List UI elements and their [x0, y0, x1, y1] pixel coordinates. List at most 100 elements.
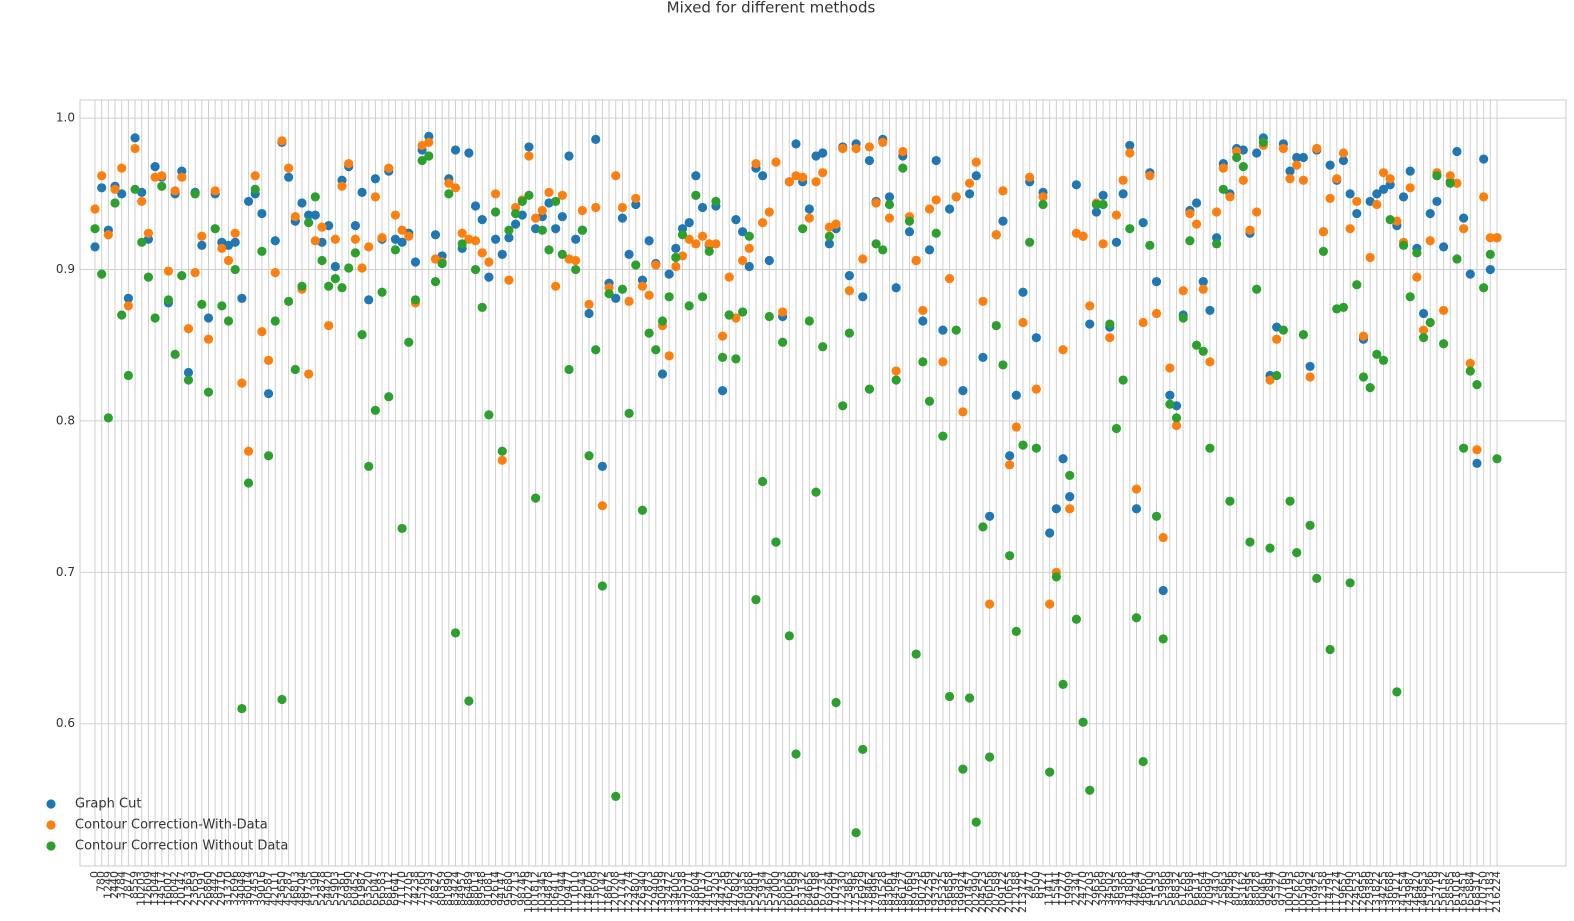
point	[324, 281, 334, 291]
point	[611, 293, 621, 303]
point	[924, 204, 935, 214]
point	[1025, 237, 1035, 247]
point	[964, 189, 975, 199]
point	[117, 163, 127, 173]
point	[430, 277, 441, 287]
point	[1472, 445, 1482, 455]
point	[1318, 227, 1329, 237]
point	[1378, 168, 1389, 178]
x-tick-label: 127873	[642, 871, 655, 913]
point	[350, 234, 360, 244]
point	[557, 211, 567, 222]
x-tick-label: 209122	[996, 871, 1009, 913]
x-tick-label: 141554	[1397, 871, 1410, 913]
x-tick-label: 216224	[1490, 871, 1503, 913]
x-tick-label: 45287	[282, 871, 295, 906]
point	[971, 157, 981, 167]
point	[1165, 363, 1175, 373]
point	[284, 296, 294, 306]
point	[1412, 272, 1422, 282]
point	[531, 493, 541, 503]
point	[591, 202, 601, 213]
point	[818, 342, 828, 352]
point	[1118, 189, 1128, 199]
x-tick-label: 186127	[896, 871, 909, 913]
x-tick-label: 68564	[1196, 871, 1209, 906]
x-tick-label: 190726	[916, 871, 929, 913]
point	[1098, 239, 1108, 249]
point	[1065, 470, 1075, 481]
x-tick-label: 129389	[1363, 871, 1376, 913]
x-tick-label: 134005	[669, 871, 682, 913]
point	[510, 219, 521, 229]
point	[230, 237, 240, 247]
point	[1385, 174, 1395, 184]
point	[1332, 174, 1342, 184]
point	[557, 249, 567, 260]
point	[1212, 239, 1222, 249]
point	[97, 171, 107, 181]
point	[250, 184, 260, 194]
x-tick-label: 46667	[1136, 871, 1149, 906]
point	[1298, 330, 1308, 340]
x-tick-label: 0	[88, 871, 101, 878]
x-tick-label: 137071	[682, 871, 695, 913]
x-tick-label: 138604	[689, 871, 702, 913]
point	[1085, 301, 1095, 311]
x-tick-label: 192259	[923, 871, 936, 913]
point	[1298, 152, 1308, 163]
point	[257, 208, 267, 219]
point	[1005, 451, 1015, 461]
point	[1459, 443, 1469, 453]
point	[1178, 313, 1188, 323]
x-tick-label: 161599	[789, 871, 802, 913]
point	[1185, 236, 1195, 246]
x-tick-label: 160066	[782, 871, 795, 913]
point	[1372, 349, 1382, 359]
x-tick-label: 100193	[1283, 871, 1296, 913]
point	[357, 330, 367, 340]
point	[1018, 287, 1028, 297]
point	[344, 158, 354, 169]
point	[157, 181, 167, 191]
point	[1485, 233, 1495, 243]
point	[424, 137, 434, 147]
x-tick-label: 29719	[215, 871, 228, 906]
point	[1065, 504, 1075, 514]
point	[1031, 443, 1041, 453]
x-tick-label: 19909	[1063, 871, 1076, 906]
point	[858, 744, 868, 755]
point	[838, 143, 848, 154]
point	[137, 196, 147, 207]
point	[497, 455, 507, 465]
point	[1011, 422, 1021, 432]
point	[1378, 184, 1389, 194]
point	[898, 146, 908, 157]
point	[604, 289, 614, 299]
point	[1465, 358, 1475, 369]
legend-label: Graph Cut	[75, 797, 141, 812]
point	[364, 295, 374, 305]
point	[1091, 199, 1102, 210]
x-tick-label: 54420	[322, 871, 335, 906]
point	[490, 189, 501, 199]
point	[1191, 219, 1202, 229]
point	[1205, 305, 1215, 316]
point	[584, 308, 594, 319]
x-tick-label: 22341	[1069, 871, 1082, 906]
x-tick-label: 84957	[455, 871, 468, 906]
x-tick-label: 68112	[382, 871, 395, 906]
x-tick-label: 126956	[1356, 871, 1369, 913]
point	[157, 171, 167, 181]
point	[397, 225, 407, 235]
point	[637, 505, 648, 515]
x-tick-label: 111010	[569, 871, 582, 913]
point	[404, 337, 414, 347]
point	[524, 190, 534, 200]
x-tick-label: 189193	[909, 871, 922, 913]
point	[217, 243, 227, 253]
point	[1352, 280, 1362, 290]
point	[697, 202, 708, 213]
y-tick-label: 1.0	[56, 111, 75, 125]
point	[297, 198, 307, 208]
